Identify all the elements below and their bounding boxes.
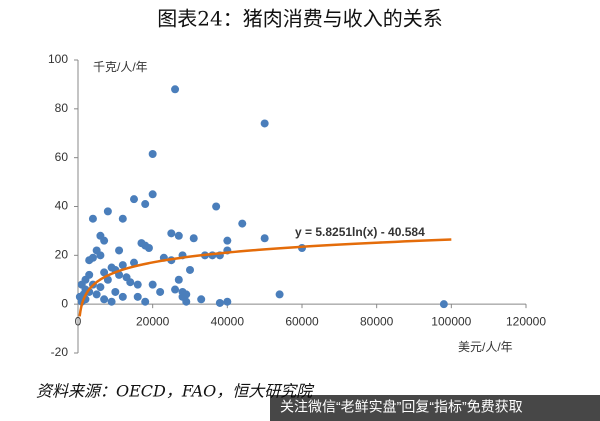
point (174, 231, 183, 240)
point (88, 214, 97, 223)
point (118, 261, 127, 270)
point (100, 295, 109, 304)
y-tick-label: -20 (51, 345, 69, 359)
y-axis-label: 千克/人/年 (93, 60, 148, 74)
point (115, 246, 124, 255)
y-tick-label: 20 (55, 248, 69, 262)
point (133, 292, 142, 301)
point (96, 231, 105, 240)
point (275, 290, 284, 299)
point (96, 251, 105, 260)
point (100, 268, 109, 277)
y-tick-label: 60 (55, 150, 69, 164)
point (133, 280, 142, 289)
x-tick-label: 0 (75, 314, 82, 328)
x-tick-label: 120000 (506, 314, 546, 328)
point (103, 207, 112, 216)
point (260, 234, 269, 243)
point (238, 219, 247, 228)
point (148, 150, 157, 159)
point (215, 298, 224, 307)
point (156, 287, 165, 296)
x-tick-label: 80000 (360, 314, 394, 328)
trendline-equation: y = 5.8251ln(x) - 40.584 (295, 225, 425, 239)
x-tick-label: 20000 (136, 314, 170, 328)
point (171, 285, 180, 294)
point (212, 202, 221, 211)
point (171, 85, 180, 94)
point (107, 297, 116, 306)
watermark: 关注微信“老鲜实盘”回复“指标”免费获取 (280, 399, 523, 415)
point (130, 258, 138, 267)
x-tick-label: 60000 (285, 314, 319, 328)
y-tick-label: 100 (48, 52, 68, 66)
point (111, 287, 120, 296)
point (85, 256, 94, 265)
point (144, 244, 153, 253)
y-tick-label: 80 (55, 101, 69, 115)
point (118, 214, 127, 223)
x-tick-label: 100000 (431, 314, 471, 328)
point (167, 229, 176, 238)
trendline (78, 238, 452, 317)
point (189, 234, 198, 243)
source: 资料来源：OECD，FAO，恒大研究院 (36, 382, 315, 401)
point (141, 297, 150, 306)
point (118, 292, 127, 301)
watermark-bg (270, 395, 600, 421)
point (439, 300, 448, 309)
x-axis-label: 美元/人/年 (458, 340, 513, 354)
point (223, 236, 232, 245)
point (130, 195, 138, 204)
point (148, 190, 157, 199)
point (96, 283, 105, 292)
point (186, 265, 194, 274)
point (223, 297, 232, 306)
y-tick-label: 40 (55, 199, 69, 213)
point (182, 290, 191, 299)
point (148, 280, 157, 289)
point (92, 290, 101, 299)
x-tick-label: 40000 (211, 314, 245, 328)
point (197, 295, 206, 304)
chart-title: 图表24：猪肉消费与收入的关系 (157, 7, 442, 31)
point (122, 273, 131, 282)
y-tick-label: 0 (61, 296, 68, 310)
point (182, 297, 191, 306)
point (174, 275, 183, 284)
point (260, 119, 269, 128)
point (141, 200, 150, 209)
